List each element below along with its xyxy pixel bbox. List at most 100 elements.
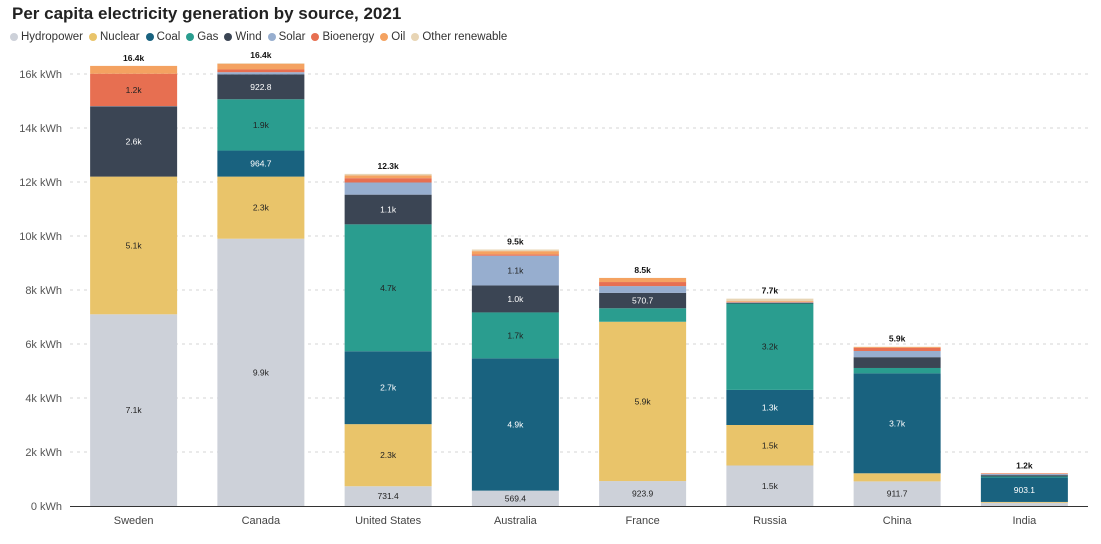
legend-swatch xyxy=(311,33,320,41)
legend-item-nuclear[interactable]: Nuclear xyxy=(89,31,140,43)
data-label: 964.7 xyxy=(250,159,272,169)
bar-segment-canada-bioenergy[interactable] xyxy=(217,69,305,73)
total-label: 16.4k xyxy=(250,50,272,60)
total-label: 5.9k xyxy=(889,334,906,344)
legend-item-wind[interactable]: Wind xyxy=(224,31,262,43)
bar-segment-sweden-wind[interactable] xyxy=(90,106,178,177)
bar-segment-canada-hydropower[interactable] xyxy=(217,238,305,506)
y-tick-label: 2k kWh xyxy=(25,447,62,459)
bar-segment-russia-hydropower[interactable] xyxy=(726,465,814,507)
bar-segment-australia-gas[interactable] xyxy=(471,312,559,359)
bar-segment-canada-nuclear[interactable] xyxy=(217,176,305,239)
bar-segment-india-gas[interactable] xyxy=(980,476,1068,478)
bar-segment-australia-other-renewable[interactable] xyxy=(471,249,559,252)
bar-segment-united-states-gas[interactable] xyxy=(344,224,432,352)
legend-swatch xyxy=(89,33,97,41)
bar-segment-russia-wind[interactable] xyxy=(726,302,814,304)
legend-item-gas[interactable]: Gas xyxy=(186,31,218,43)
bar-segment-australia-solar[interactable] xyxy=(471,255,559,286)
bar-segment-australia-oil[interactable] xyxy=(471,251,559,255)
total-label: 16.4k xyxy=(123,53,145,63)
bar-segment-united-states-other-renewable[interactable] xyxy=(344,173,432,176)
bar-segment-united-states-wind[interactable] xyxy=(344,194,432,225)
bar-segment-canada-oil[interactable] xyxy=(217,63,305,70)
bar-segment-india-hydropower[interactable] xyxy=(980,502,1068,506)
bar-segment-canada-coal[interactable] xyxy=(217,150,305,177)
bar-segment-canada-other-renewable[interactable] xyxy=(217,63,305,64)
bar-segment-china-solar[interactable] xyxy=(853,350,941,358)
y-tick-label: 0 kWh xyxy=(31,501,62,513)
legend-item-coal[interactable]: Coal xyxy=(145,31,181,43)
data-label: 2.3k xyxy=(253,203,270,213)
legend-item-hydropower[interactable]: Hydropower xyxy=(10,31,83,43)
bar-segment-china-wind[interactable] xyxy=(853,357,941,368)
data-label: 570.7 xyxy=(632,296,654,306)
bar-segment-france-solar[interactable] xyxy=(599,286,687,293)
total-label: 7.7k xyxy=(762,286,779,296)
bar-segment-canada-solar[interactable] xyxy=(217,72,305,75)
bar-segment-united-states-hydropower[interactable] xyxy=(344,486,432,506)
x-tick-label: Sweden xyxy=(114,515,154,527)
data-label: 3.7k xyxy=(889,418,906,428)
legend-label: Coal xyxy=(156,31,181,43)
data-label: 9.9k xyxy=(253,367,270,377)
legend-swatch xyxy=(186,33,195,41)
data-label: 1.5k xyxy=(762,440,779,450)
bar-segment-australia-bioenergy[interactable] xyxy=(471,254,559,256)
bar-segment-india-bioenergy[interactable] xyxy=(980,473,1068,475)
bar-segment-china-bioenergy[interactable] xyxy=(853,347,941,351)
bar-segment-canada-gas[interactable] xyxy=(217,99,305,151)
bar-segment-united-states-nuclear[interactable] xyxy=(344,424,432,487)
bar-segment-india-wind[interactable] xyxy=(980,475,1068,477)
bar-segment-united-states-oil[interactable] xyxy=(344,175,432,179)
legend-item-bioenergy[interactable]: Bioenergy xyxy=(311,31,374,43)
bar-segment-china-oil[interactable] xyxy=(853,346,941,348)
legend-label: Nuclear xyxy=(100,31,140,43)
bar-segment-france-oil[interactable] xyxy=(599,277,687,283)
legend-swatch xyxy=(224,33,233,41)
legend-label: Hydropower xyxy=(21,31,83,43)
legend-label: Other renewable xyxy=(422,31,508,43)
data-label: 1.0k xyxy=(507,294,524,304)
bar-segment-france-nuclear[interactable] xyxy=(599,321,687,482)
bar-segment-china-hydropower[interactable] xyxy=(853,481,941,506)
data-label: 1.5k xyxy=(762,481,779,491)
bar-segment-russia-nuclear[interactable] xyxy=(726,425,814,466)
bar-segment-china-coal[interactable] xyxy=(853,373,941,474)
bar-segment-united-states-bioenergy[interactable] xyxy=(344,178,432,183)
bar-segment-sweden-oil[interactable] xyxy=(90,65,178,74)
bar-segment-russia-oil[interactable] xyxy=(726,301,814,302)
bar-segment-france-wind[interactable] xyxy=(599,292,687,309)
bar-segment-france-bioenergy[interactable] xyxy=(599,282,687,287)
bar-segment-australia-coal[interactable] xyxy=(471,358,559,491)
bar-segment-france-hydropower[interactable] xyxy=(599,481,687,506)
bar-segment-russia-bioenergy[interactable] xyxy=(726,301,814,303)
bar-segment-india-nuclear[interactable] xyxy=(980,501,1068,503)
bar-segment-australia-wind[interactable] xyxy=(471,285,559,313)
bar-segment-sweden-bioenergy[interactable] xyxy=(90,73,178,107)
bar-segment-france-gas[interactable] xyxy=(599,308,687,322)
legend-item-solar[interactable]: Solar xyxy=(267,31,305,43)
bar-segment-united-states-solar[interactable] xyxy=(344,182,432,195)
bar-segment-united-states-coal[interactable] xyxy=(344,351,432,425)
data-label: 2.6k xyxy=(126,137,143,147)
data-label: 5.1k xyxy=(126,240,143,250)
bar-segment-russia-other-renewable[interactable] xyxy=(726,298,814,302)
total-label: 1.2k xyxy=(1016,460,1033,470)
bar-segment-china-nuclear[interactable] xyxy=(853,473,941,482)
bar-segment-india-coal[interactable] xyxy=(980,477,1068,502)
data-label: 903.1 xyxy=(1014,485,1036,495)
bar-segment-india-solar[interactable] xyxy=(980,474,1068,476)
bar-segment-russia-gas[interactable] xyxy=(726,303,814,390)
bar-segment-canada-wind[interactable] xyxy=(217,74,305,100)
legend-swatch xyxy=(267,33,276,41)
bar-segment-russia-solar[interactable] xyxy=(726,302,814,303)
legend-swatch xyxy=(380,33,389,41)
legend-item-oil[interactable]: Oil xyxy=(380,31,405,43)
bar-segment-australia-hydropower[interactable] xyxy=(471,490,559,506)
bar-segment-china-gas[interactable] xyxy=(853,367,941,374)
bar-segment-russia-coal[interactable] xyxy=(726,389,814,425)
legend-item-other-renewable[interactable]: Other renewable xyxy=(411,31,507,43)
bar-segment-sweden-hydropower[interactable] xyxy=(90,314,178,506)
bar-segment-sweden-nuclear[interactable] xyxy=(90,176,178,315)
